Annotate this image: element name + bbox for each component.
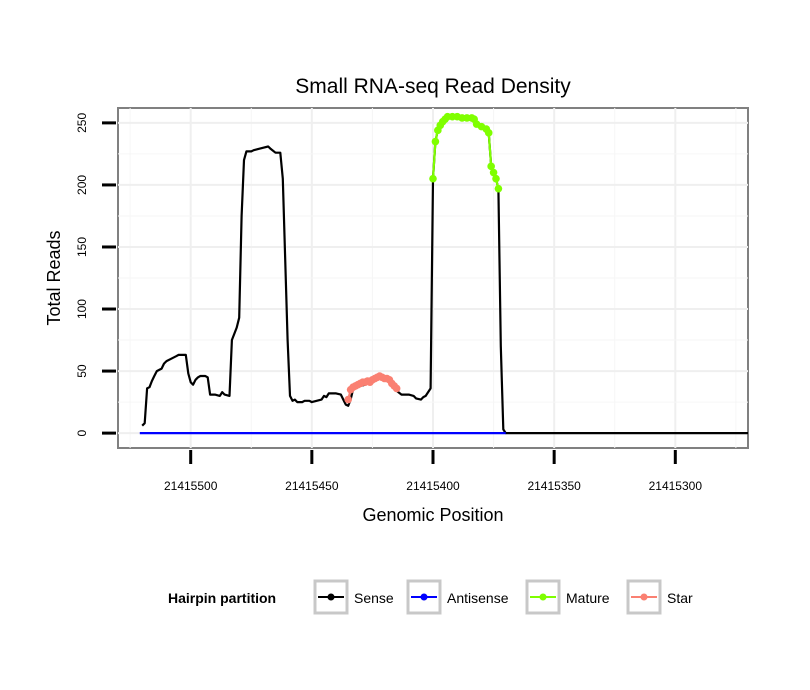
mature-data-point <box>492 174 500 183</box>
legend-item-star: Star <box>626 579 693 615</box>
x-tick-label: 21415500 <box>164 479 218 493</box>
legend-item-sense: Sense <box>313 579 394 615</box>
mature-data-point <box>429 174 437 183</box>
legend-key-point <box>327 593 335 601</box>
legend-label: Antisense <box>447 590 509 606</box>
y-tick-label: 100 <box>75 299 89 319</box>
x-tick-label: 21415350 <box>527 479 581 493</box>
y-axis-title: Total Reads <box>44 230 64 325</box>
x-tick-label: 21415300 <box>649 479 703 493</box>
mature-data-point <box>487 162 495 171</box>
legend-label: Sense <box>354 590 394 606</box>
legend-key-point <box>420 593 428 601</box>
x-axis-title: Genomic Position <box>362 505 503 525</box>
mature-data-point <box>484 129 493 137</box>
y-axis: 0 50 100 150 200 250 <box>75 113 116 436</box>
x-axis: 21415500 21415450 21415400 21415350 21415300 <box>164 450 702 493</box>
chart-title: Small RNA-seq Read Density <box>295 75 571 98</box>
x-tick-label: 21415450 <box>285 479 339 493</box>
mature-data-point <box>431 137 440 146</box>
y-tick-label: 250 <box>75 113 89 133</box>
legend-label: Star <box>667 590 693 606</box>
legend-title: Hairpin partition <box>168 590 276 606</box>
mature-data-point <box>489 168 498 177</box>
star-data-point <box>344 395 352 404</box>
legend-key-point <box>640 593 648 601</box>
y-tick-label: 50 <box>75 364 89 378</box>
star-data-point <box>392 384 401 393</box>
mature-data-point <box>494 184 503 193</box>
legend-item-antisense: Antisense <box>406 579 509 615</box>
y-tick-label: 200 <box>75 175 89 195</box>
legend: Hairpin partition Sense Antisense Mature St… <box>168 579 693 615</box>
series-layer <box>139 112 748 435</box>
y-tick-label: 150 <box>75 237 89 257</box>
legend-item-mature: Mature <box>525 579 610 615</box>
legend-key-point <box>539 593 547 601</box>
x-tick-label: 21415400 <box>406 479 460 493</box>
y-tick-label: 0 <box>75 429 89 436</box>
legend-label: Mature <box>566 590 610 606</box>
